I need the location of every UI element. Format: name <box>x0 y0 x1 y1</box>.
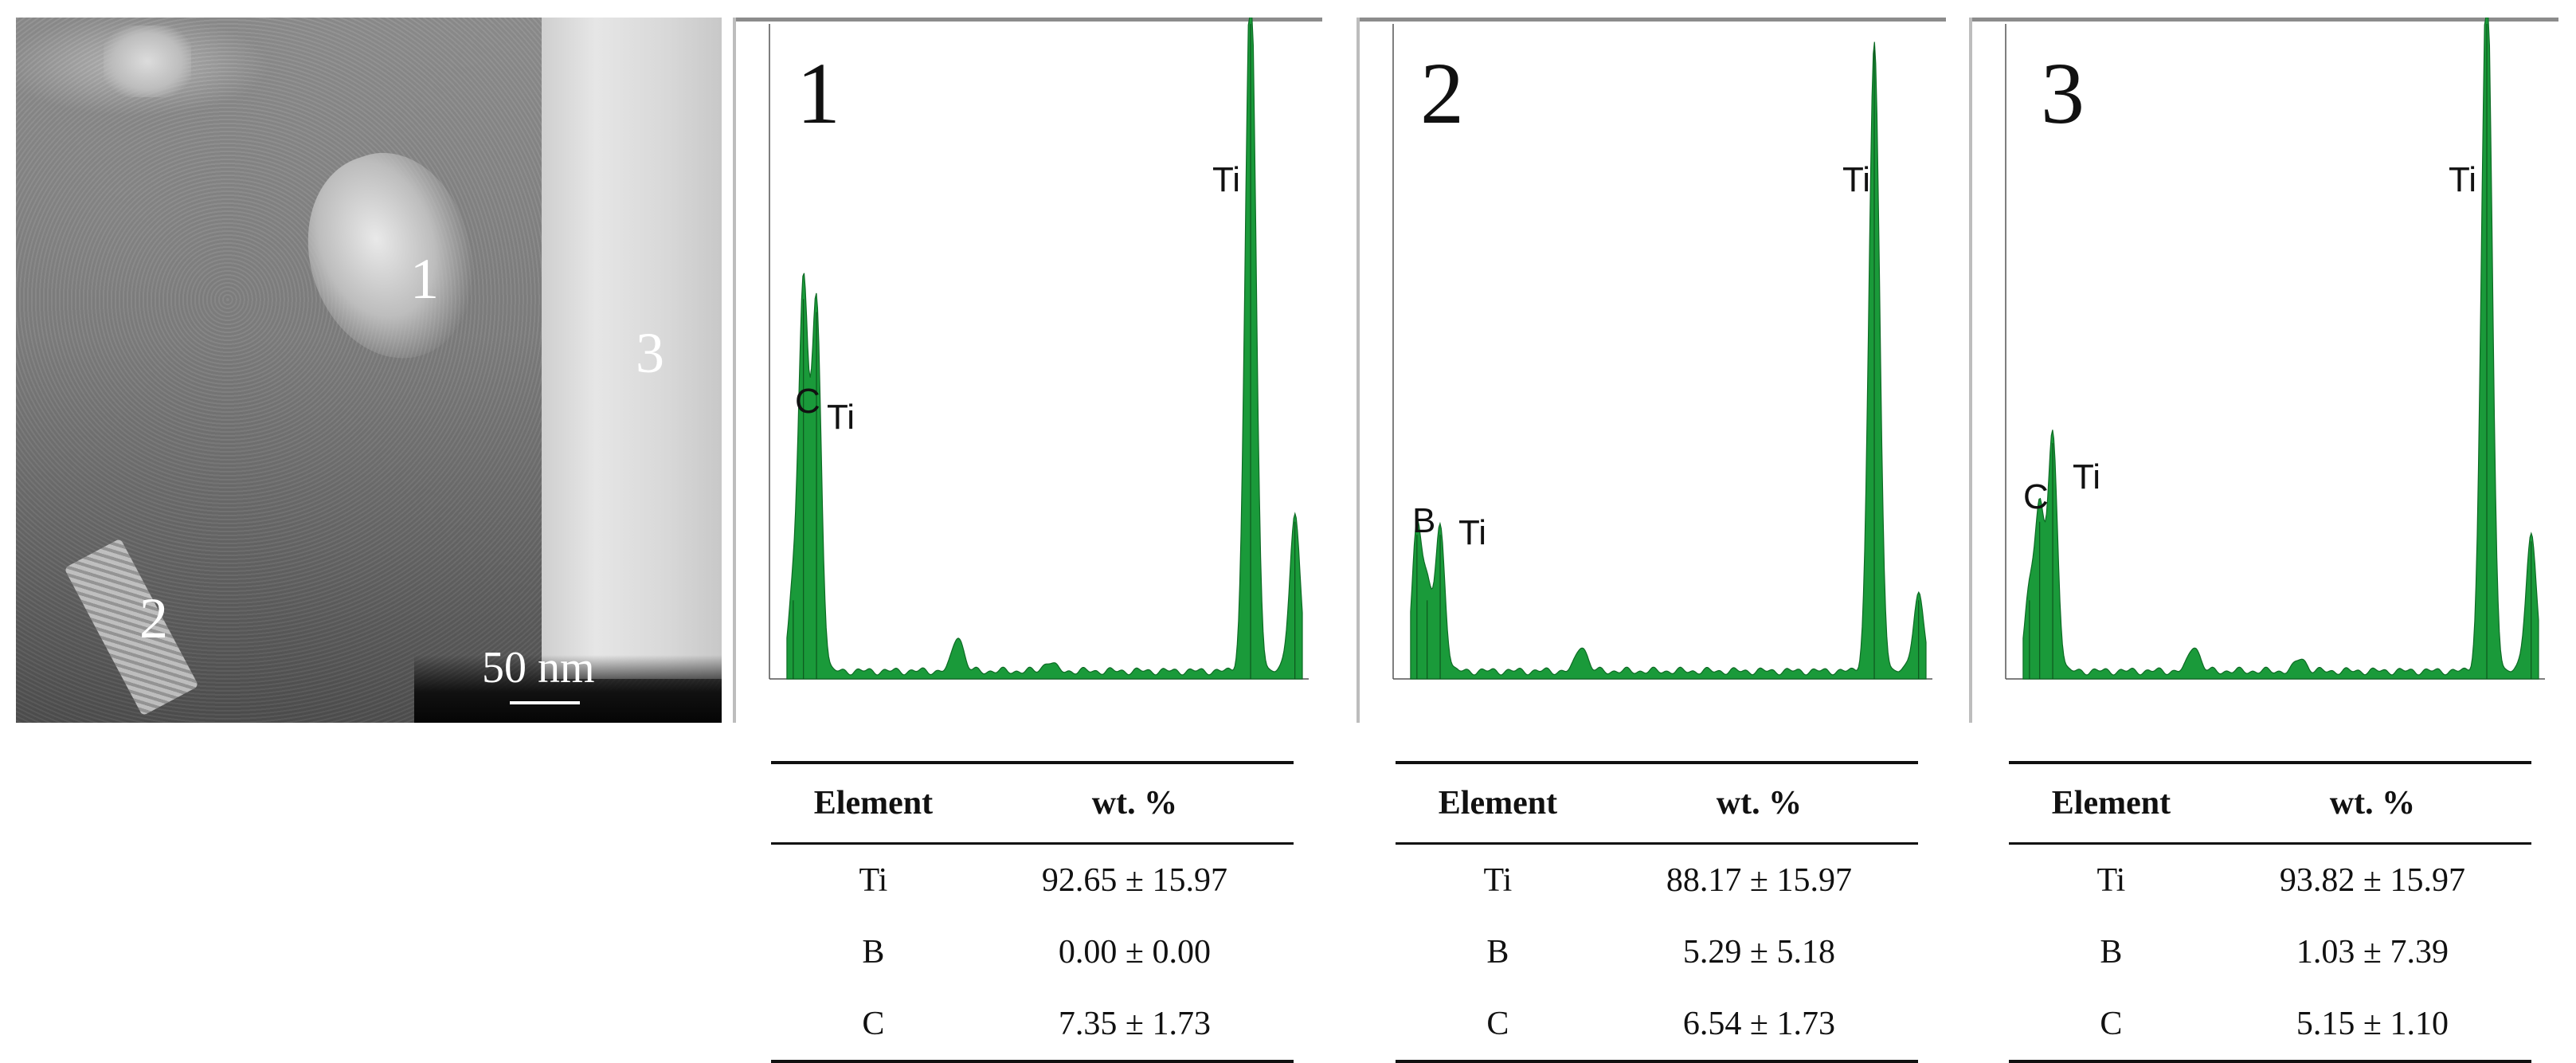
cell-value: 1.03 ± 7.39 <box>2296 934 2449 971</box>
cell-element: B <box>1486 934 1509 971</box>
table-row: Ti 88.17 ± 15.97 <box>1396 844 1918 917</box>
micrograph-label-1: 1 <box>410 247 439 311</box>
cell-element: Ti <box>1483 862 1513 899</box>
spectrum-3-svg <box>1969 18 2558 723</box>
table-row: B 1.03 ± 7.39 <box>2009 916 2531 988</box>
cell-value: 5.15 ± 1.10 <box>2296 1006 2449 1042</box>
peak-label-ti-main: Ti <box>1842 160 1871 199</box>
cell-value: 6.54 ± 1.73 <box>1682 1006 1835 1042</box>
plot-background <box>1357 18 1946 723</box>
peak-label-ti-low: Ti <box>827 398 855 437</box>
scale-bar-label: 50 nm <box>482 643 595 692</box>
cell-element: C <box>862 1006 885 1042</box>
cell-value: 93.82 ± 15.97 <box>2279 862 2465 899</box>
peak-label-c: C <box>2023 477 2049 516</box>
column-header-element: Element <box>813 785 934 822</box>
cell-value: 88.17 ± 15.97 <box>1666 862 1852 899</box>
peak-label-c: C <box>795 382 820 421</box>
table-row: C 7.35 ± 1.73 <box>771 988 1294 1061</box>
column-header-element: Element <box>2051 785 2171 822</box>
column-header-wt: wt. % <box>1091 785 1178 822</box>
cell-value: 7.35 ± 1.73 <box>1058 1006 1211 1042</box>
micrograph-label-2: 2 <box>139 586 168 650</box>
column-header-wt: wt. % <box>2329 785 2416 822</box>
composition-table-1: Element wt. % Ti 92.65 ± 15.97 B 0.00 ± … <box>771 761 1294 1063</box>
spectrum-panel-2: 2 Ti B Ti <box>1357 18 1946 723</box>
dark-corner <box>414 655 722 723</box>
cell-element: C <box>2100 1006 2123 1042</box>
panel-label-3: 3 <box>2041 45 2085 142</box>
plot-background <box>733 18 1322 723</box>
table-row: Ti 92.65 ± 15.97 <box>771 844 1294 917</box>
peak-label-b: B <box>1412 501 1436 540</box>
table-row: C 6.54 ± 1.73 <box>1396 988 1918 1061</box>
panel-label-1: 1 <box>797 45 840 142</box>
table-row: B 0.00 ± 0.00 <box>771 916 1294 988</box>
table-row: B 5.29 ± 5.18 <box>1396 916 1918 988</box>
peak-label-ti-main: Ti <box>1212 160 1241 199</box>
cell-element: C <box>1486 1006 1509 1042</box>
plot-background <box>1969 18 2558 723</box>
cell-value: 5.29 ± 5.18 <box>1682 934 1835 971</box>
spectrum-panel-3: 3 Ti C Ti <box>1969 18 2558 723</box>
peak-label-ti-main: Ti <box>2449 160 2477 199</box>
particle-top <box>104 25 191 97</box>
spectrum-2-svg <box>1357 18 1946 723</box>
composition-table-3: Element wt. % Ti 93.82 ± 15.97 B 1.03 ± … <box>2009 761 2531 1063</box>
peak-label-ti-low: Ti <box>2073 457 2101 496</box>
spectrum-1-svg <box>733 18 1322 723</box>
scale-bar <box>510 701 580 704</box>
table-row: Ti 93.82 ± 15.97 <box>2009 844 2531 917</box>
cell-element: Ti <box>2096 862 2126 899</box>
micrograph-label-3: 3 <box>636 321 664 385</box>
composition-table-2: Element wt. % Ti 88.17 ± 15.97 B 5.29 ± … <box>1396 761 1918 1063</box>
cell-element: B <box>862 934 885 971</box>
peak-label-ti-low: Ti <box>1458 513 1487 552</box>
column-header-wt: wt. % <box>1716 785 1803 822</box>
column-header-element: Element <box>1438 785 1558 822</box>
cell-value: 92.65 ± 15.97 <box>1041 862 1227 899</box>
spectrum-panel-1: 1 Ti C Ti <box>733 18 1322 723</box>
cell-value: 0.00 ± 0.00 <box>1058 934 1211 971</box>
cell-element: Ti <box>859 862 888 899</box>
table-row: C 5.15 ± 1.10 <box>2009 988 2531 1061</box>
particle-3-band <box>542 18 722 679</box>
stem-micrograph: 1 2 3 50 nm <box>16 18 722 723</box>
panel-label-2: 2 <box>1420 45 1464 142</box>
cell-element: B <box>2100 934 2123 971</box>
